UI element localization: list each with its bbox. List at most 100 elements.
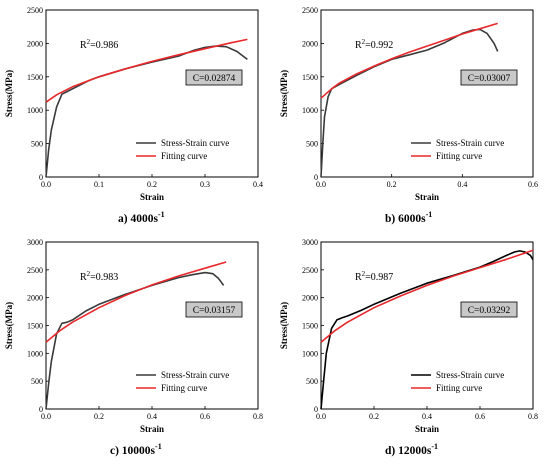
caption-sup: -1 bbox=[425, 210, 433, 219]
x-tick-label: 0.2 bbox=[387, 180, 397, 189]
y-tick-label: 1000 bbox=[27, 106, 43, 115]
legend-label: Stress-Strain curve bbox=[436, 370, 504, 380]
c-label-text: C=0.03157 bbox=[193, 306, 236, 316]
caption-text: c) 10000s bbox=[110, 444, 156, 457]
series-line-stress-strain bbox=[45, 45, 248, 178]
x-tick-label: 0.4 bbox=[457, 180, 467, 189]
y-tick-label: 2000 bbox=[27, 294, 43, 303]
r2-prefix: R bbox=[80, 272, 87, 283]
chart-svg-a: 0.0 0.1 0.2 0.3 0.4 0 500 1000 1500 2000 2500 Strai… bbox=[4, 6, 263, 202]
x-tick-label: 0.4 bbox=[422, 412, 432, 421]
x-tick-label: 0.6 bbox=[200, 412, 210, 421]
c-label-text: C=0.03007 bbox=[468, 74, 511, 84]
c-label-text: C=0.02874 bbox=[193, 74, 236, 84]
c-label-box bbox=[460, 301, 518, 318]
y-tick-label: 1500 bbox=[302, 322, 318, 331]
r2-value: =0.986 bbox=[90, 40, 118, 51]
y-tick-label: 1000 bbox=[27, 349, 43, 358]
y-tick-label: 500 bbox=[306, 140, 318, 149]
r2-annotation: R2=0.992 bbox=[355, 38, 393, 51]
y-tick-label: 500 bbox=[306, 377, 318, 386]
r2-sup: 2 bbox=[362, 270, 366, 278]
legend-label: Fitting curve bbox=[161, 383, 207, 393]
caption-sup: -1 bbox=[157, 210, 165, 219]
plot-frame bbox=[320, 241, 534, 410]
chart-panel-c: 0.0 0.2 0.4 0.6 0.8 0 500 1000 1500 2000 2500 3000 S… bbox=[0, 232, 275, 464]
series-line-stress-strain bbox=[45, 271, 225, 410]
y-tick-label: 500 bbox=[31, 377, 43, 386]
series-line-fitting bbox=[320, 22, 498, 99]
y-axis-label: Stress(MPa) bbox=[4, 70, 14, 117]
r2-sup: 2 bbox=[87, 38, 91, 46]
y-tick-label: 1500 bbox=[302, 73, 318, 82]
plot-frame bbox=[320, 9, 534, 178]
y-tick-label: 500 bbox=[31, 140, 43, 149]
caption-text: b) 6000s bbox=[385, 212, 426, 225]
x-tick-label: 0.0 bbox=[316, 412, 326, 421]
x-tick-label: 0.4 bbox=[253, 180, 263, 189]
y-axis-label: Stress(MPa) bbox=[4, 302, 14, 349]
r2-annotation: R2=0.986 bbox=[80, 38, 118, 51]
y-tick-label: 2000 bbox=[302, 39, 318, 48]
x-tick-label: 0.0 bbox=[316, 180, 326, 189]
chart-svg-b: 0.0 0.2 0.4 0.6 0 500 1000 1500 2000 2500 Strain St… bbox=[279, 6, 538, 202]
series-line-stress-strain bbox=[320, 28, 499, 178]
r2-prefix: R bbox=[355, 40, 362, 51]
caption-text: d) 12000s bbox=[385, 444, 432, 457]
x-tick-label: 0.2 bbox=[94, 412, 104, 421]
y-tick-label: 2500 bbox=[302, 266, 318, 275]
x-tick-label: 0.0 bbox=[41, 412, 51, 421]
legend-label: Fitting curve bbox=[161, 151, 207, 161]
series-line-fitting bbox=[320, 249, 534, 343]
x-axis-label: Strain bbox=[140, 192, 164, 202]
chart-panel-d: 0.0 0.2 0.4 0.6 0.8 0 500 1000 1500 2000 2500 3000 S… bbox=[275, 232, 550, 464]
y-axis-label: Stress(MPa) bbox=[279, 70, 289, 117]
x-tick-label: 0.1 bbox=[94, 180, 104, 189]
y-tick-label: 3000 bbox=[302, 238, 318, 247]
caption-b: b) 6000s-1 bbox=[385, 210, 432, 225]
x-axis-label: Strain bbox=[415, 192, 439, 202]
series-line-stress-strain bbox=[320, 250, 534, 410]
y-tick-label: 2000 bbox=[302, 294, 318, 303]
y-tick-label: 0 bbox=[314, 173, 318, 182]
r2-sup: 2 bbox=[87, 270, 91, 278]
y-tick-label: 1500 bbox=[27, 322, 43, 331]
r2-annotation: R2=0.983 bbox=[80, 270, 118, 283]
series-line-fitting bbox=[45, 261, 227, 343]
y-tick-label: 1500 bbox=[27, 73, 43, 82]
plot-frame bbox=[45, 9, 259, 178]
y-tick-label: 2500 bbox=[27, 266, 43, 275]
caption-a: a) 4000s-1 bbox=[118, 210, 165, 225]
x-tick-label: 0.4 bbox=[147, 412, 157, 421]
r2-sup: 2 bbox=[362, 38, 366, 46]
x-tick-label: 0.2 bbox=[369, 412, 379, 421]
r2-annotation: R2=0.987 bbox=[355, 270, 393, 283]
c-label-box bbox=[185, 69, 243, 86]
caption-d: d) 12000s-1 bbox=[385, 442, 438, 457]
y-tick-label: 2000 bbox=[27, 39, 43, 48]
legend-label: Stress-Strain curve bbox=[161, 370, 229, 380]
y-tick-label: 1000 bbox=[302, 106, 318, 115]
x-axis-label: Strain bbox=[140, 424, 164, 434]
y-tick-label: 0 bbox=[314, 405, 318, 414]
r2-value: =0.992 bbox=[365, 40, 393, 51]
y-tick-label: 2500 bbox=[27, 6, 43, 15]
legend-label: Fitting curve bbox=[436, 383, 482, 393]
y-tick-label: 3000 bbox=[27, 238, 43, 247]
r2-value: =0.987 bbox=[365, 272, 393, 283]
series-line-fitting bbox=[45, 38, 248, 103]
caption-c: c) 10000s-1 bbox=[110, 442, 162, 457]
caption-sup: -1 bbox=[155, 442, 162, 451]
c-label-box bbox=[460, 69, 518, 86]
y-axis-label: Stress(MPa) bbox=[279, 302, 289, 349]
x-axis-label: Strain bbox=[415, 424, 439, 434]
x-tick-label: 0.3 bbox=[200, 180, 210, 189]
c-label-box bbox=[185, 301, 243, 318]
caption-sup: -1 bbox=[431, 442, 438, 451]
r2-value: =0.983 bbox=[90, 272, 118, 283]
chart-svg-c: 0.0 0.2 0.4 0.6 0.8 0 500 1000 1500 2000 2500 3000 S… bbox=[4, 238, 263, 434]
r2-prefix: R bbox=[80, 40, 87, 51]
x-tick-label: 0.6 bbox=[528, 180, 538, 189]
r2-prefix: R bbox=[355, 272, 362, 283]
x-tick-label: 0.6 bbox=[475, 412, 485, 421]
